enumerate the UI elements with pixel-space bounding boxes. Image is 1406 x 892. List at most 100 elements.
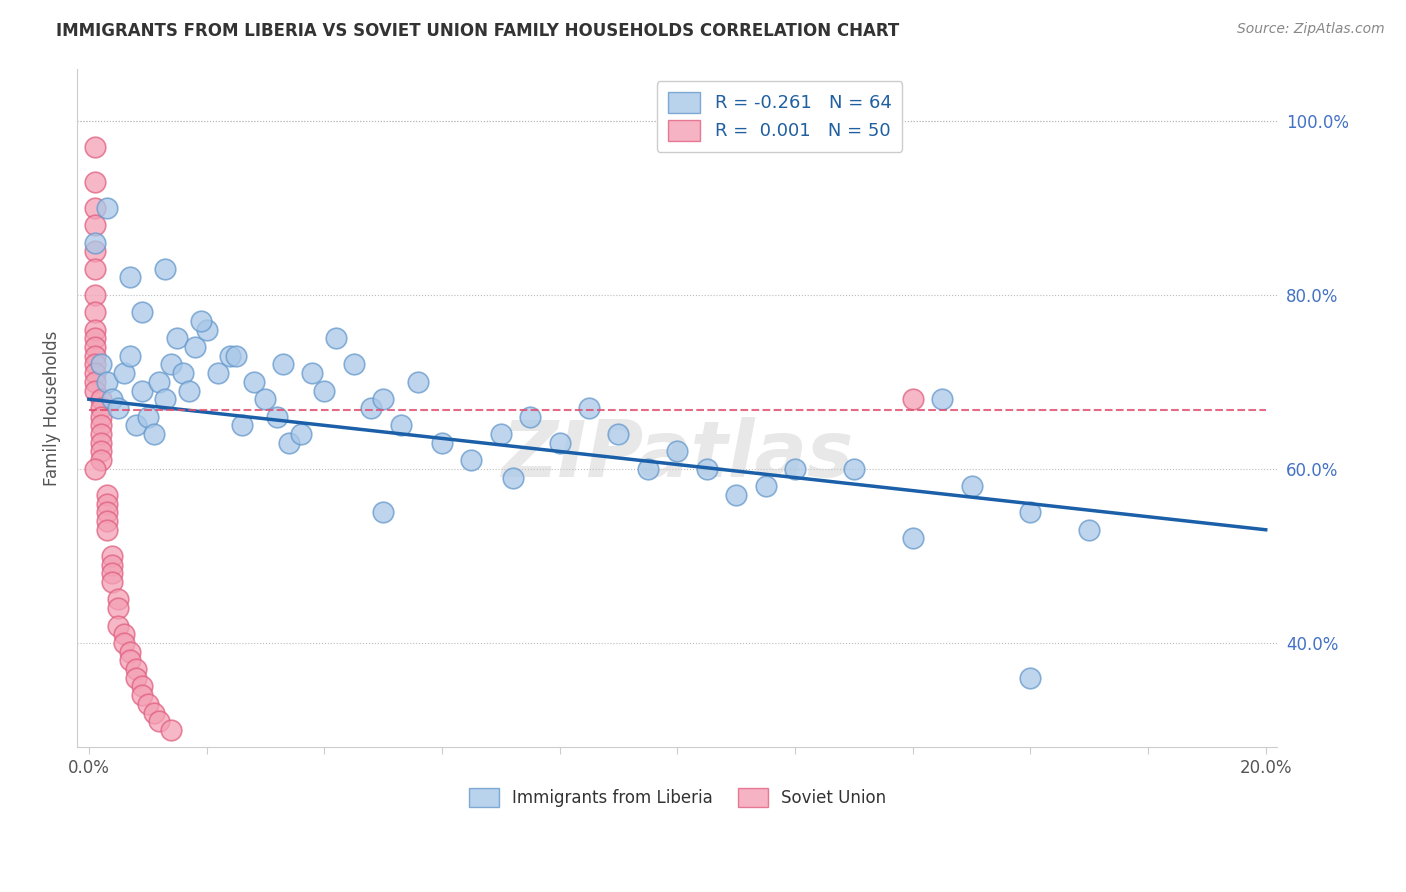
Point [112, 636, 135, 650]
Point [578, 401, 600, 415]
Point [107, 601, 129, 615]
Point [131, 680, 153, 694]
Point [83, 349, 105, 363]
Point [118, 645, 141, 659]
Point [90, 444, 112, 458]
Point [83, 201, 105, 215]
Point [754, 479, 776, 493]
Point [96, 201, 118, 215]
Point [96, 488, 118, 502]
Point [172, 366, 194, 380]
Point [83, 218, 105, 232]
Point [83, 340, 105, 354]
Point [112, 627, 135, 641]
Point [83, 375, 105, 389]
Point [960, 479, 983, 493]
Point [607, 427, 630, 442]
Point [1078, 523, 1101, 537]
Point [277, 435, 299, 450]
Point [207, 366, 229, 380]
Point [83, 331, 105, 345]
Point [118, 270, 141, 285]
Point [155, 261, 177, 276]
Point [90, 358, 112, 372]
Point [83, 140, 105, 154]
Point [125, 662, 148, 676]
Point [219, 349, 242, 363]
Point [155, 392, 177, 407]
Point [131, 688, 153, 702]
Point [408, 375, 430, 389]
Point [142, 706, 165, 720]
Legend: Immigrants from Liberia, Soviet Union: Immigrants from Liberia, Soviet Union [461, 781, 893, 814]
Point [666, 444, 689, 458]
Point [118, 653, 141, 667]
Point [83, 244, 105, 259]
Point [101, 574, 124, 589]
Point [101, 549, 124, 563]
Point [112, 366, 135, 380]
Point [83, 235, 105, 250]
Point [107, 618, 129, 632]
Point [125, 418, 148, 433]
Text: IMMIGRANTS FROM LIBERIA VS SOVIET UNION FAMILY HOUSEHOLDS CORRELATION CHART: IMMIGRANTS FROM LIBERIA VS SOVIET UNION … [56, 22, 900, 40]
Point [83, 384, 105, 398]
Point [842, 462, 865, 476]
Point [90, 453, 112, 467]
Point [548, 435, 571, 450]
Point [90, 418, 112, 433]
Point [489, 427, 512, 442]
Y-axis label: Family Households: Family Households [44, 330, 60, 485]
Point [83, 358, 105, 372]
Point [460, 453, 482, 467]
Point [131, 305, 153, 319]
Point [725, 488, 748, 502]
Point [325, 331, 347, 345]
Point [83, 366, 105, 380]
Point [90, 401, 112, 415]
Point [195, 323, 218, 337]
Point [389, 418, 412, 433]
Point [142, 427, 165, 442]
Point [160, 358, 183, 372]
Point [83, 323, 105, 337]
Point [271, 358, 294, 372]
Text: Source: ZipAtlas.com: Source: ZipAtlas.com [1237, 22, 1385, 37]
Point [96, 375, 118, 389]
Point [314, 384, 336, 398]
Point [901, 392, 924, 407]
Point [90, 392, 112, 407]
Point [136, 697, 159, 711]
Point [184, 340, 207, 354]
Point [783, 462, 806, 476]
Point [177, 384, 200, 398]
Point [242, 375, 264, 389]
Point [96, 497, 118, 511]
Text: ZIPatlas: ZIPatlas [501, 417, 853, 493]
Point [96, 514, 118, 528]
Point [696, 462, 718, 476]
Point [901, 532, 924, 546]
Point [519, 409, 541, 424]
Point [1019, 505, 1042, 519]
Point [118, 349, 141, 363]
Point [90, 427, 112, 442]
Point [290, 427, 312, 442]
Point [254, 392, 277, 407]
Point [371, 505, 394, 519]
Point [371, 392, 394, 407]
Point [101, 392, 124, 407]
Point [125, 671, 148, 685]
Point [148, 714, 170, 729]
Point [231, 418, 253, 433]
Point [160, 723, 183, 737]
Point [1019, 671, 1042, 685]
Point [90, 435, 112, 450]
Point [502, 470, 524, 484]
Point [101, 558, 124, 572]
Point [107, 592, 129, 607]
Point [83, 305, 105, 319]
Point [131, 384, 153, 398]
Point [101, 566, 124, 581]
Point [360, 401, 382, 415]
